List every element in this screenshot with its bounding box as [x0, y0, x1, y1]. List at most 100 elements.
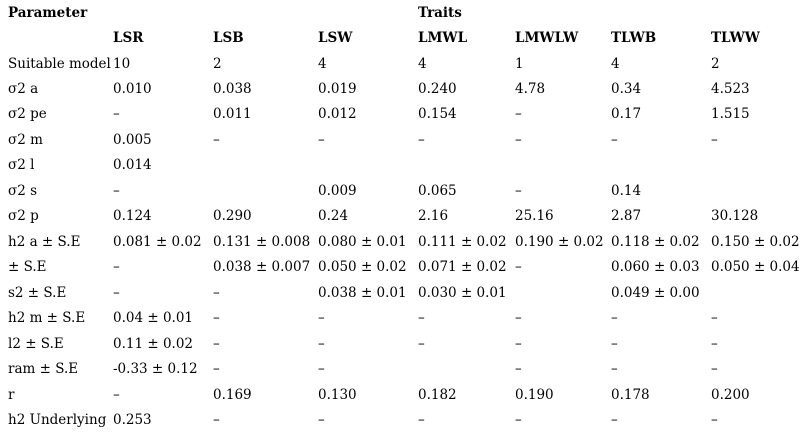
trait-column-header: TLWW — [711, 30, 760, 47]
value-cell: 0.050 ± 0.02 — [318, 259, 407, 276]
parameter-label: σ2 pe — [8, 106, 47, 123]
value-cell: 0.049 ± 0.00 — [611, 284, 700, 301]
value-cell: – — [515, 106, 522, 123]
value-cell: 0.34 — [611, 80, 642, 97]
value-cell: 0.14 — [611, 182, 642, 199]
value-cell: 0.154 — [418, 106, 457, 123]
value-cell: – — [711, 335, 718, 352]
value-cell: 0.182 — [418, 386, 457, 403]
value-cell — [711, 280, 810, 305]
parameter-label: σ2 l — [8, 157, 35, 174]
value-cell: 0.253 — [113, 412, 152, 429]
value-cell: 0.150 ± 0.02 — [711, 233, 800, 250]
table-row: h2 a ± S.E 0.081 ± 0.02 0.131 ± 0.008 0.080… — [0, 229, 810, 254]
value-cell — [611, 153, 711, 178]
value-cell: 10 — [113, 55, 131, 72]
value-cell: 0.130 — [318, 386, 357, 403]
value-cell: – — [113, 284, 120, 301]
table-row: l2 ± S.E 0.11 ± 0.02 – – – – – – — [0, 331, 810, 356]
spacer-cell — [515, 0, 611, 25]
value-cell: 0.178 — [611, 386, 650, 403]
value-cell: – — [711, 412, 718, 429]
value-cell: 0.014 — [113, 157, 152, 174]
spacer-cell — [0, 25, 113, 50]
value-cell: -0.33 ± 0.12 — [113, 361, 198, 378]
value-cell — [213, 153, 318, 178]
value-cell: 1.515 — [711, 106, 750, 123]
value-cell: – — [213, 412, 220, 429]
value-cell: 0.200 — [711, 386, 750, 403]
table-row: σ2 s – 0.009 0.065 – 0.14 — [0, 178, 810, 203]
trait-column-header: LSW — [318, 30, 353, 47]
spacer-cell — [611, 0, 711, 25]
value-cell: 0.081 ± 0.02 — [113, 233, 202, 250]
spacer-cell — [318, 0, 418, 25]
value-cell: 30.128 — [711, 208, 759, 225]
value-cell: – — [213, 310, 220, 327]
value-cell: 0.065 — [418, 182, 457, 199]
value-cell: 0.290 — [213, 208, 252, 225]
parameter-label: s2 ± S.E — [8, 284, 67, 301]
parameter-label: σ2 p — [8, 208, 39, 225]
value-cell: – — [318, 412, 325, 429]
table-row: r – 0.169 0.130 0.182 0.190 0.178 0.200 — [0, 382, 810, 407]
table-row: h2 m ± S.E 0.04 ± 0.01 – – – – – – — [0, 305, 810, 330]
value-cell — [418, 153, 515, 178]
spacer-cell — [213, 0, 318, 25]
table-row: σ2 a 0.010 0.038 0.019 0.240 4.78 0.34 4.523 — [0, 76, 810, 101]
value-cell: 0.050 ± 0.04 — [711, 259, 800, 276]
table-row: σ2 m 0.005 – – – – – – — [0, 127, 810, 152]
value-cell: – — [711, 310, 718, 327]
table-row: ± S.E – 0.038 ± 0.007 0.050 ± 0.02 0.071 ± 0… — [0, 255, 810, 280]
value-cell: 0.030 ± 0.01 — [418, 284, 507, 301]
value-cell: 2.87 — [611, 208, 642, 225]
parameter-label: σ2 s — [8, 182, 38, 199]
parameter-label: σ2 m — [8, 131, 43, 148]
value-cell: – — [318, 361, 325, 378]
value-cell: 0.038 ± 0.01 — [318, 284, 407, 301]
value-cell: 0.190 ± 0.02 — [515, 233, 604, 250]
table-row: h2 Underlying 0.253 – – – – – – — [0, 407, 810, 433]
value-cell: 0.04 ± 0.01 — [113, 310, 194, 327]
value-cell: 0.118 ± 0.02 — [611, 233, 700, 250]
value-cell: 0.019 — [318, 80, 357, 97]
table-row: s2 ± S.E – – 0.038 ± 0.01 0.030 ± 0.01 0.049 … — [0, 280, 810, 305]
trait-column-header: LSR — [113, 30, 144, 47]
trait-column-header: TLWB — [611, 30, 657, 47]
value-cell: – — [611, 335, 618, 352]
value-cell: – — [113, 106, 120, 123]
value-cell: – — [213, 131, 220, 148]
trait-column-header: LMWLW — [515, 30, 579, 47]
table-row: σ2 p 0.124 0.290 0.24 2.16 25.16 2.87 30.128 — [0, 204, 810, 229]
parameter-label: h2 a ± S.E — [8, 233, 81, 250]
value-cell: 4.523 — [711, 80, 750, 97]
traits-group-header: Traits — [418, 4, 462, 21]
trait-column-header: LMWL — [418, 30, 468, 47]
value-cell: 0.009 — [318, 182, 357, 199]
value-cell: – — [113, 182, 120, 199]
parameter-label: r — [8, 386, 15, 403]
value-cell: – — [515, 131, 522, 148]
trait-column-header: LSB — [213, 30, 244, 47]
parameter-column-header: Parameter — [8, 4, 88, 21]
value-cell: 0.012 — [318, 106, 357, 123]
value-cell: 0.005 — [113, 131, 152, 148]
value-cell: 0.071 ± 0.02 — [418, 259, 507, 276]
value-cell: 0.17 — [611, 106, 642, 123]
table-row: σ2 l 0.014 — [0, 153, 810, 178]
table-body: Suitable model 10 2 4 4 1 4 2 σ2 a 0.010 0.038 0.01… — [0, 51, 810, 433]
parameter-label: l2 ± S.E — [8, 335, 64, 352]
value-cell — [418, 356, 515, 381]
value-cell: 0.080 ± 0.01 — [318, 233, 407, 250]
value-cell: – — [418, 310, 425, 327]
value-cell: – — [418, 412, 425, 429]
value-cell: – — [318, 310, 325, 327]
parameter-label: h2 Underlying — [8, 412, 107, 429]
group-header-row: Parameter Traits — [0, 0, 810, 25]
value-cell: 25.16 — [515, 208, 554, 225]
value-cell — [515, 153, 611, 178]
parameter-label: ± S.E — [8, 259, 47, 276]
value-cell: – — [515, 182, 522, 199]
parameter-label: ram ± S.E — [8, 361, 79, 378]
